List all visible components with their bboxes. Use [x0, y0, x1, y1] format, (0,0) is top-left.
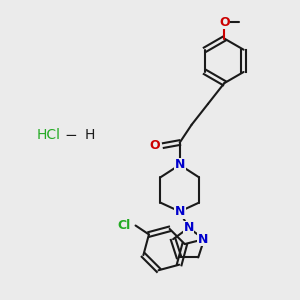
Text: O: O — [219, 16, 230, 29]
Text: N: N — [184, 221, 194, 234]
Text: H: H — [85, 128, 95, 142]
Text: N: N — [175, 158, 185, 171]
Text: HCl: HCl — [37, 128, 61, 142]
Text: N: N — [175, 205, 185, 218]
Text: N: N — [197, 233, 208, 246]
Text: O: O — [150, 139, 160, 152]
Text: Cl: Cl — [118, 219, 131, 232]
Text: −: − — [65, 128, 78, 142]
